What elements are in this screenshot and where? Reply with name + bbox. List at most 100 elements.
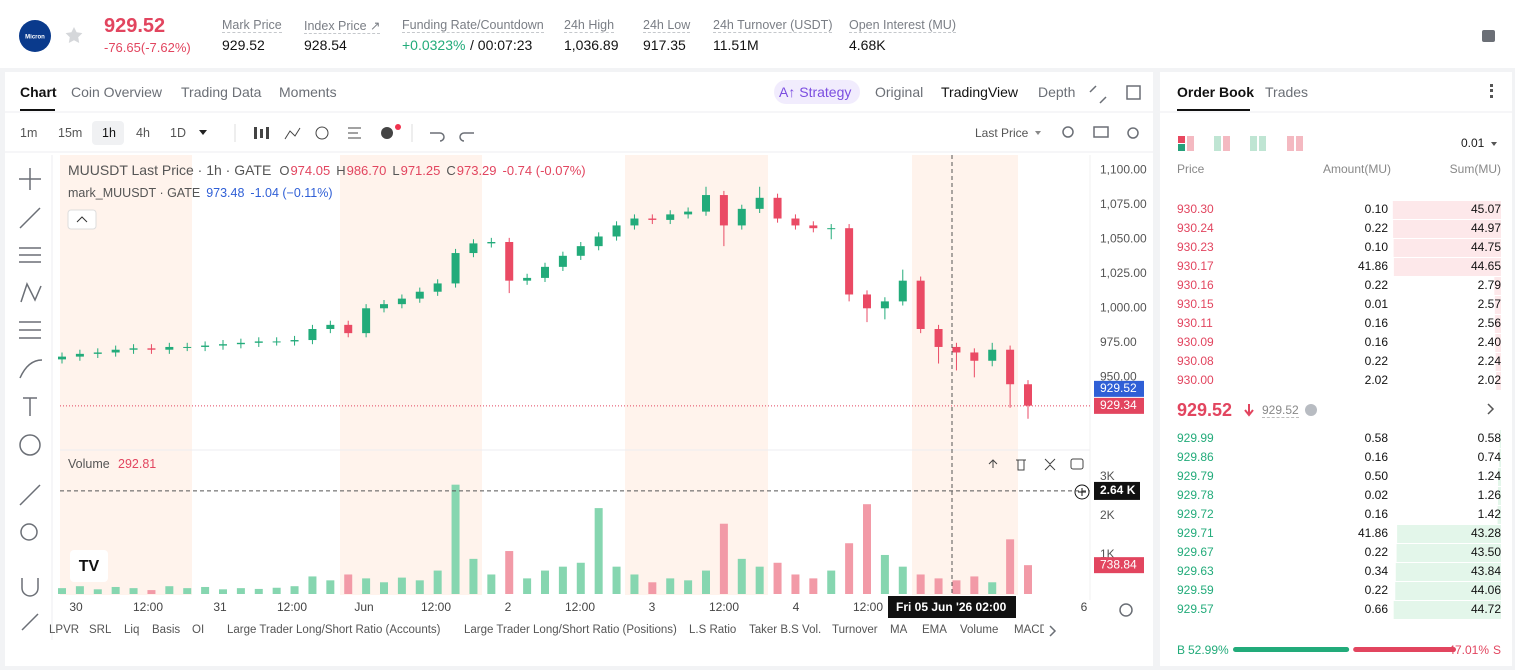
- candle-body: [487, 242, 496, 244]
- indicator-tab[interactable]: Large Trader Long/Short Ratio (Accounts): [227, 624, 441, 636]
- view-tab[interactable]: A↑ Strategy: [779, 84, 852, 100]
- depth-bar: [1494, 277, 1501, 295]
- book-sum: 2.02: [1477, 373, 1501, 387]
- stat-label: 24h High: [564, 18, 615, 33]
- depth-bar: [1494, 296, 1501, 314]
- volume-tick-label: 3K: [1100, 469, 1115, 483]
- volume-bar: [845, 543, 854, 594]
- indicator-tab[interactable]: Large Trader Long/Short Ratio (Positions…: [464, 624, 677, 636]
- favorite-star[interactable]: [65, 27, 83, 43]
- indicator-tab[interactable]: SRL: [89, 624, 112, 636]
- volume-legend-value: 292.81: [118, 457, 157, 471]
- volume-bar: [433, 570, 442, 594]
- book-amount: 0.16: [1364, 450, 1388, 464]
- view-tab[interactable]: Depth: [1038, 84, 1076, 100]
- depth-bar: [1499, 430, 1501, 448]
- indicator-tab[interactable]: Basis: [152, 624, 181, 636]
- series-actions[interactable]: [988, 458, 1084, 471]
- volume-bar: [702, 570, 710, 594]
- indicator-tab[interactable]: Volume: [960, 624, 999, 636]
- volume-bar: [934, 578, 943, 594]
- book-amount: 41.86: [1357, 526, 1388, 540]
- volume-bar: [558, 566, 567, 594]
- book-menu[interactable]: [1490, 84, 1496, 98]
- last-price-label: 929.52: [1100, 381, 1137, 395]
- depth-bar: [1496, 372, 1501, 390]
- candle-body: [952, 346, 961, 353]
- chart-tab[interactable]: Moments: [279, 84, 337, 100]
- indicator-tab[interactable]: MACD: [1014, 624, 1044, 636]
- candle-body: [666, 214, 675, 220]
- book-sum: 45.07: [1470, 202, 1501, 216]
- strategy-pill[interactable]: [774, 80, 860, 104]
- candle-body: [469, 243, 478, 254]
- candle-body: [863, 294, 871, 309]
- mark-legend: mark_MUUSDT · GATE 973.48 -1.04 (−0.11%): [68, 186, 333, 200]
- chart-tab[interactable]: Trading Data: [181, 84, 262, 100]
- view-tab[interactable]: TradingView: [941, 84, 1019, 100]
- interval[interactable]: 1h: [102, 126, 116, 140]
- y-tick-label: 1,100.00: [1100, 162, 1147, 176]
- candle-body: [362, 308, 371, 334]
- candle-body: [719, 195, 728, 226]
- caret[interactable]: [199, 130, 207, 135]
- stat-label: Funding Rate/Countdown: [402, 18, 544, 33]
- indicator-tab[interactable]: OI: [192, 624, 205, 636]
- book-tab[interactable]: Order Book: [1177, 84, 1255, 100]
- caret[interactable]: [1491, 142, 1497, 146]
- volume-bar: [362, 578, 371, 594]
- x-tick-label: 12:00: [853, 600, 883, 614]
- mark-price-label: 929.34: [1100, 398, 1137, 412]
- chart-tool-icons[interactable]: [254, 124, 401, 140]
- down-arrow: [1244, 404, 1254, 417]
- info-icon[interactable]: [1305, 404, 1317, 416]
- chevron[interactable]: [1487, 403, 1495, 415]
- volume-bar: [111, 586, 120, 594]
- indicator-tab[interactable]: Liq: [124, 624, 140, 636]
- depth-mode-icons[interactable]: [1178, 136, 1303, 151]
- book-tab[interactable]: Trades: [1265, 84, 1309, 100]
- volume-bar: [666, 578, 675, 594]
- chart-tab[interactable]: Chart: [20, 84, 57, 100]
- candle-body: [129, 348, 138, 350]
- volume-bar: [970, 576, 979, 594]
- view-tab[interactable]: Original: [875, 84, 924, 100]
- indicator-tab[interactable]: EMA: [922, 624, 947, 636]
- volume-bar: [236, 588, 245, 594]
- book-sum: 0.58: [1477, 431, 1501, 445]
- indicator-tab[interactable]: Turnover: [832, 624, 878, 636]
- candle-body: [236, 342, 245, 345]
- indicator-tab[interactable]: LPVR: [49, 624, 80, 636]
- sell-label: S: [1492, 643, 1501, 657]
- panel-icon[interactable]: [1482, 30, 1495, 42]
- volume-bar: [380, 582, 388, 594]
- price-source[interactable]: Last Price: [975, 126, 1029, 140]
- stat-value: 1,036.89: [564, 37, 619, 53]
- crosshair-time-tag: [888, 596, 1016, 618]
- sell-ratio: 47.01%: [1448, 643, 1489, 657]
- book-price: 929.71: [1177, 526, 1214, 540]
- indicator-tab[interactable]: MA: [890, 624, 908, 636]
- book-sum: 44.06: [1470, 583, 1501, 597]
- depth-bar: [1393, 601, 1501, 619]
- book-sum: 44.97: [1470, 221, 1501, 235]
- candle-body: [505, 242, 514, 281]
- caret[interactable]: [1035, 131, 1041, 135]
- collapse-button[interactable]: [67, 209, 97, 230]
- x-tick-label: 6: [1081, 600, 1088, 614]
- chart-tab[interactable]: Coin Overview: [71, 84, 163, 100]
- interval[interactable]: 4h: [136, 126, 150, 140]
- indicator-tab[interactable]: Taker B.S Vol.: [749, 624, 822, 636]
- volume-bar: [809, 578, 818, 594]
- legend-value: O: [279, 163, 290, 178]
- tool-icons[interactable]: [19, 85, 1141, 637]
- interval[interactable]: 15m: [58, 126, 83, 140]
- book-amount: 0.22: [1364, 221, 1388, 235]
- volume-bar: [898, 566, 907, 594]
- interval[interactable]: 1D: [170, 126, 186, 140]
- indicator-tab[interactable]: L.S Ratio: [689, 624, 737, 636]
- precision[interactable]: 0.01: [1461, 136, 1485, 150]
- candle-body: [1024, 384, 1032, 406]
- candle-body: [594, 236, 603, 247]
- interval[interactable]: 1m: [20, 126, 38, 140]
